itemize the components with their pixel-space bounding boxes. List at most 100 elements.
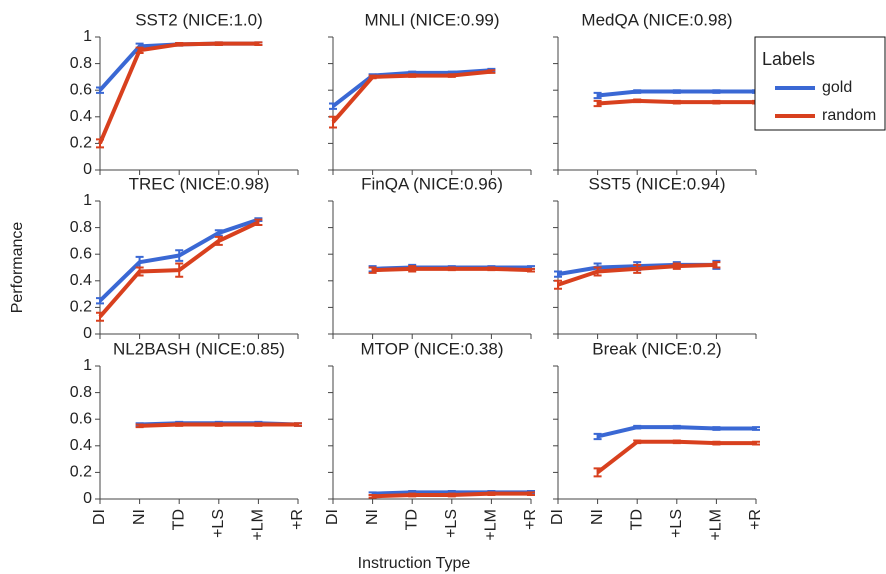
- x-tick-label: +LS: [210, 509, 227, 538]
- x-tick-label: +LS: [443, 509, 460, 538]
- error-bar: [368, 74, 377, 80]
- panel-title: NL2BASH (NICE:0.85): [113, 339, 285, 358]
- error-bar: [527, 491, 535, 497]
- y-tick-label: 0.2: [70, 464, 92, 481]
- error-bar: [527, 267, 535, 273]
- legend-label: random: [822, 107, 876, 124]
- error-bar: [633, 424, 642, 430]
- error-bar: [175, 262, 184, 278]
- error-bar: [214, 229, 223, 237]
- panel-title: Break (NICE:0.2): [592, 339, 721, 358]
- error-bar: [752, 426, 760, 431]
- error-bar: [254, 41, 263, 46]
- error-bar: [135, 46, 144, 54]
- x-tick-label: DI: [549, 509, 566, 525]
- error-bar: [175, 422, 184, 427]
- y-tick-label: 0.2: [70, 135, 92, 152]
- x-tick-label: +R: [747, 509, 764, 530]
- error-bar: [672, 439, 681, 445]
- error-bar: [214, 422, 223, 427]
- panel-title: FinQA (NICE:0.96): [361, 174, 503, 193]
- error-bar: [672, 89, 681, 94]
- error-bar: [712, 89, 721, 94]
- x-tick-label: +LM: [708, 509, 725, 541]
- error-bar: [672, 99, 681, 105]
- x-tick-label: +R: [289, 509, 306, 530]
- y-tick-label: 1: [83, 192, 92, 209]
- error-bar: [633, 263, 642, 274]
- error-bar: [593, 432, 602, 441]
- y-tick-label: 0.4: [70, 108, 92, 125]
- error-bar: [633, 89, 642, 94]
- x-tick-label: +LS: [668, 509, 685, 538]
- y-tick-label: 1: [83, 28, 92, 45]
- y-tick-label: 0.6: [70, 410, 92, 427]
- y-tick-label: 0: [83, 325, 92, 342]
- panel-title: MedQA (NICE:0.98): [581, 10, 732, 29]
- error-bar: [214, 41, 223, 46]
- x-tick-label: DI: [324, 509, 341, 525]
- error-bar: [254, 422, 263, 427]
- error-bar: [487, 69, 496, 74]
- y-tick-label: 0.6: [70, 245, 92, 262]
- y-tick-label: 0: [83, 161, 92, 178]
- x-tick-label: +R: [522, 509, 539, 530]
- x-tick-label: TD: [170, 509, 187, 530]
- error-bar: [214, 235, 223, 246]
- error-bar: [593, 266, 602, 277]
- legend-label: gold: [822, 79, 852, 96]
- error-bar: [593, 99, 602, 108]
- error-bar: [487, 266, 496, 272]
- x-tick-label: NI: [589, 509, 606, 525]
- error-bar: [554, 270, 562, 278]
- error-bar: [593, 91, 602, 100]
- error-bar: [712, 261, 721, 269]
- x-tick-label: DI: [91, 509, 108, 525]
- y-tick-label: 0.8: [70, 55, 92, 72]
- series-line: [98, 41, 259, 145]
- x-axis-label: Instruction Type: [358, 555, 471, 572]
- error-bar: [175, 249, 184, 262]
- error-bar: [633, 439, 642, 445]
- error-bar: [368, 494, 377, 499]
- y-axis-label: Performance: [9, 222, 26, 314]
- x-tick-label: +LM: [483, 509, 500, 541]
- error-bar: [175, 41, 184, 47]
- error-bar: [712, 99, 721, 105]
- panel-title: SST5 (NICE:0.94): [589, 174, 726, 193]
- legend-title: Labels: [762, 49, 815, 69]
- error-bar: [96, 311, 104, 322]
- error-bar: [447, 73, 456, 78]
- error-bar: [633, 98, 642, 104]
- panel-title: TREC (NICE:0.98): [129, 174, 270, 193]
- error-bar: [554, 279, 562, 290]
- panel-title: MNLI (NICE:0.99): [364, 10, 499, 29]
- error-bar: [408, 73, 417, 78]
- error-bar: [96, 86, 104, 94]
- x-tick-label: +LM: [250, 509, 267, 541]
- error-bar: [408, 492, 417, 498]
- y-tick-label: 0.2: [70, 299, 92, 316]
- error-bar: [712, 440, 721, 446]
- error-bar: [96, 138, 104, 149]
- error-bar: [135, 423, 144, 429]
- x-tick-label: TD: [628, 509, 645, 530]
- series-line: [596, 439, 756, 474]
- error-bar: [135, 266, 144, 277]
- y-tick-label: 0.4: [70, 272, 92, 289]
- x-tick-label: TD: [403, 509, 420, 530]
- panel-title: MTOP (NICE:0.38): [361, 339, 504, 358]
- x-tick-label: NI: [131, 509, 148, 525]
- error-bar: [712, 426, 721, 431]
- error-bar: [447, 266, 456, 272]
- error-bar: [329, 115, 337, 129]
- error-bar: [329, 102, 337, 110]
- panel-title: SST2 (NICE:1.0): [135, 10, 263, 29]
- error-bar: [593, 467, 602, 478]
- y-tick-label: 0.8: [70, 219, 92, 236]
- y-tick-label: 1: [83, 357, 92, 374]
- error-bar: [408, 265, 417, 273]
- y-tick-label: 0: [83, 490, 92, 507]
- error-bar: [752, 440, 760, 446]
